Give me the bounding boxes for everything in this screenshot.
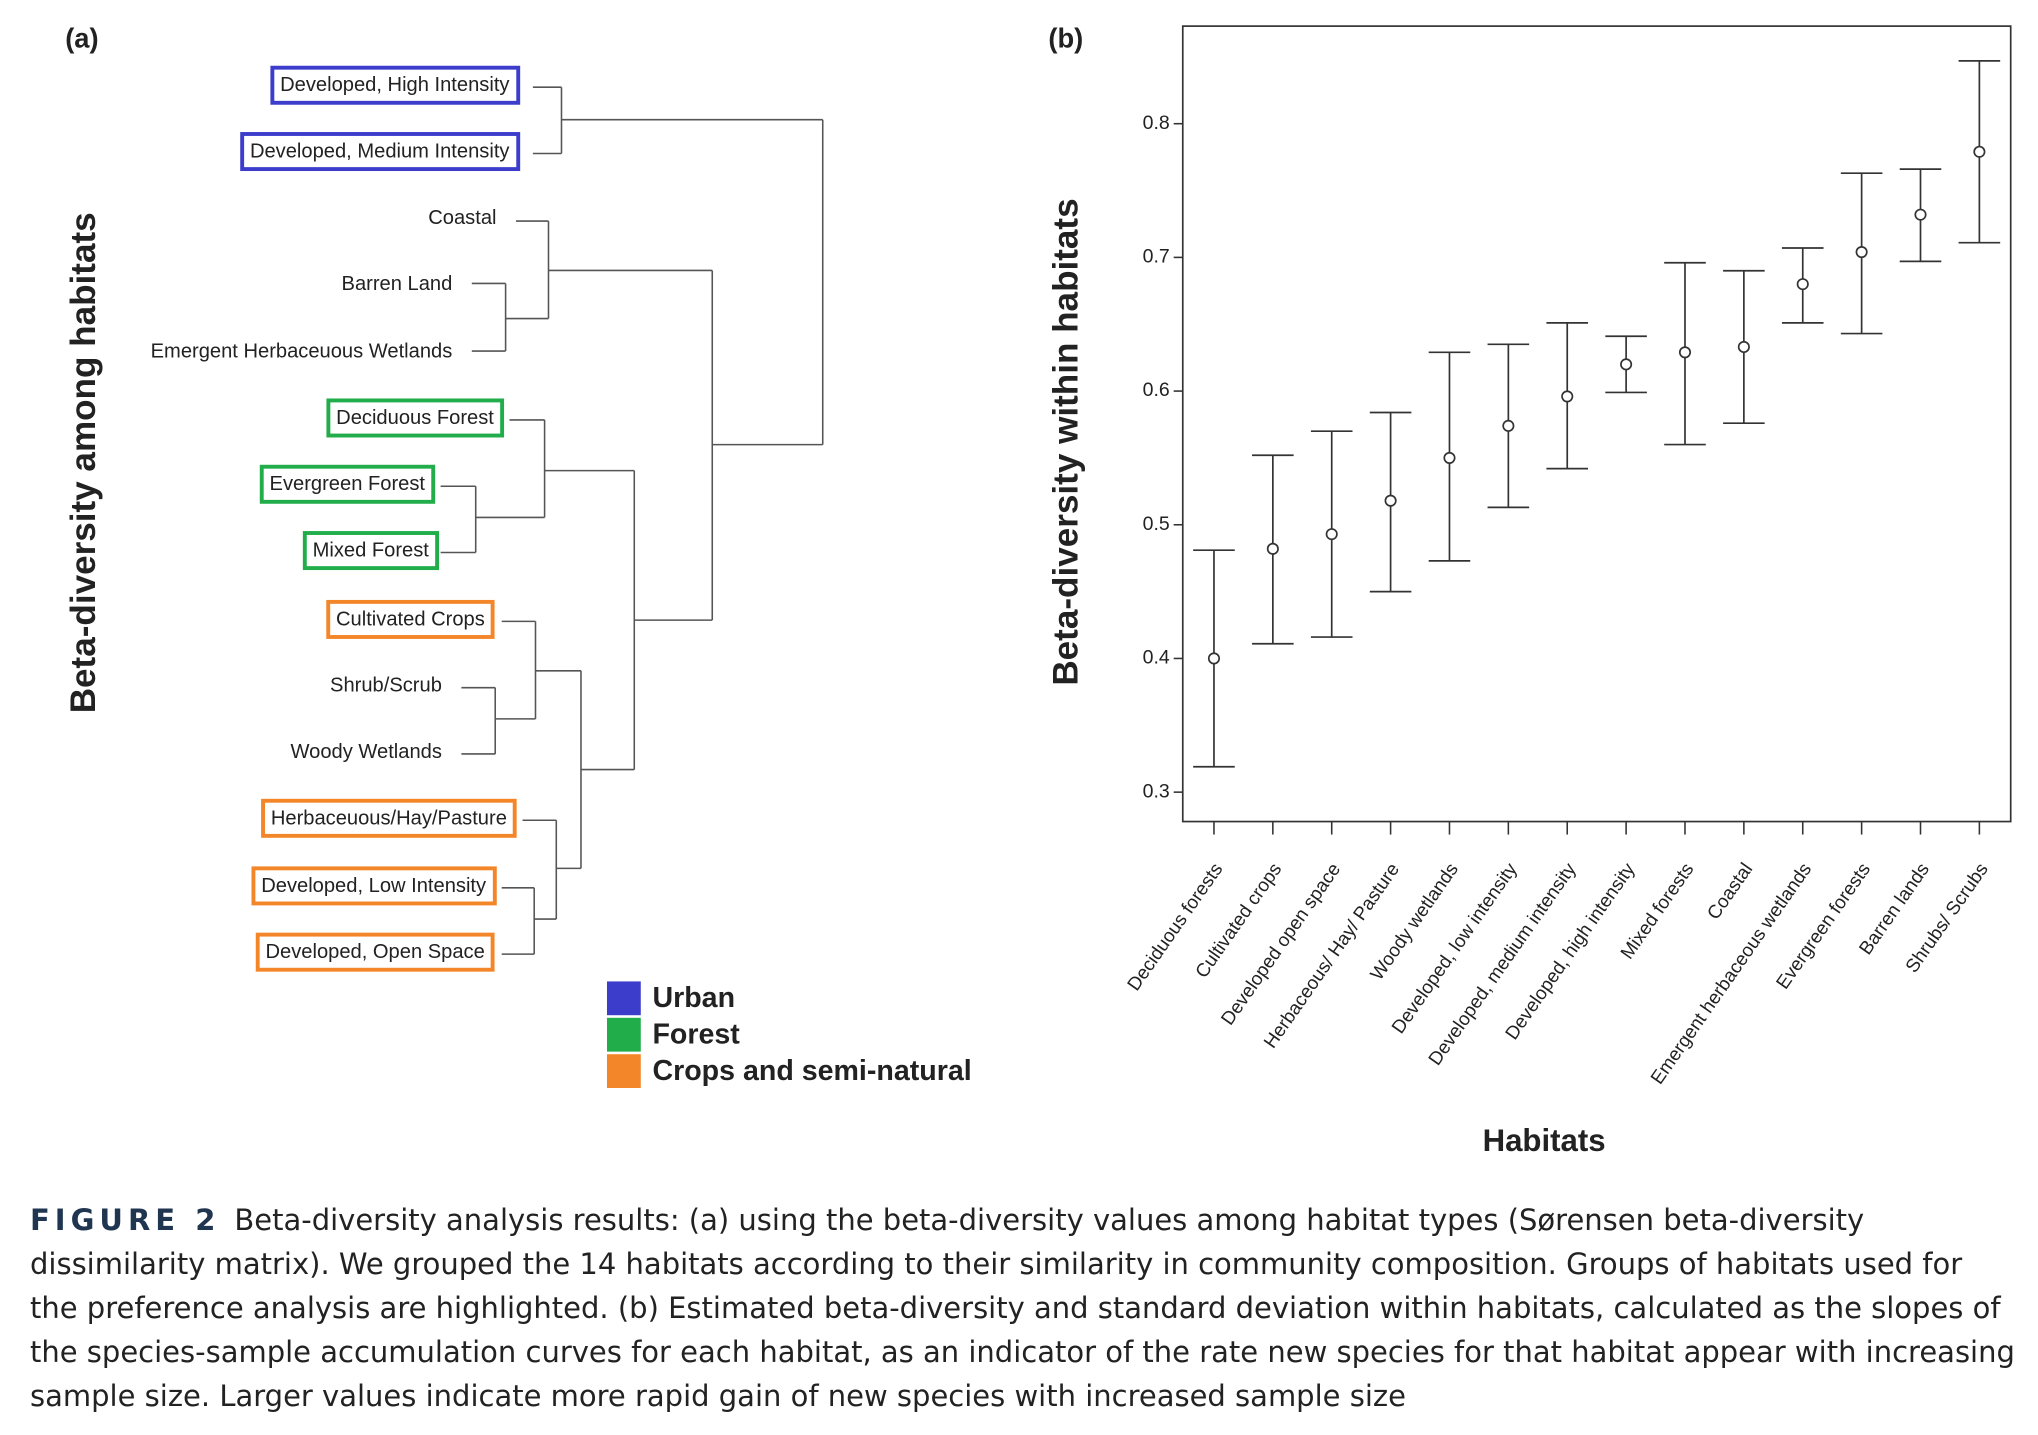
group-box <box>261 798 517 838</box>
y-axis-title: Beta-diversity within habitats <box>1047 198 1086 685</box>
mean-point <box>1620 358 1633 371</box>
caption: FIGURE 2 Beta-diversity analysis results:… <box>30 1198 2015 1418</box>
mean-point <box>1502 419 1515 432</box>
x-axis-title: Habitats <box>1483 1123 1606 1158</box>
mean-point <box>1973 145 1986 158</box>
mean-point <box>1914 208 1927 221</box>
mean-point <box>1678 346 1692 359</box>
mean-point <box>1384 494 1397 507</box>
figure: (a) Beta-diversity among habitats (b) Be… <box>64 23 2012 1158</box>
leaf-label: Mixed Forest <box>313 540 430 562</box>
mean-point <box>1737 340 1750 354</box>
y-tick-label: 0.5 <box>1143 513 1170 535</box>
x-tick-label: Coastal <box>1703 859 1757 923</box>
leaf-label: Herbaceuous/Hay/Pasture <box>271 807 507 829</box>
group-box <box>251 866 497 906</box>
y-tick-label: 0.7 <box>1143 246 1170 268</box>
axis-title: Beta-diversity among habitats <box>64 212 103 713</box>
leaf-label: Deciduous Forest <box>336 407 494 429</box>
group-box <box>240 132 521 172</box>
group-box <box>259 464 436 504</box>
leaf-label: Woody Wetlands <box>291 741 442 763</box>
mean-point <box>1443 451 1456 464</box>
group-box <box>326 599 495 639</box>
dendrogram-branches <box>440 86 824 955</box>
leaf-label: Developed, Open Space <box>266 941 485 963</box>
legend-swatch <box>606 1017 641 1052</box>
mean-point <box>1561 390 1574 403</box>
leaf-label: Emergent Herbaceuous Wetlands <box>151 341 453 363</box>
group-box <box>255 932 495 972</box>
legend-label: Forest <box>652 1019 740 1051</box>
legend-label: Crops and semi-natural <box>652 1055 971 1087</box>
leaf-label: Developed, Low Intensity <box>261 875 487 897</box>
mean-point <box>1796 278 1809 291</box>
mean-point <box>1207 652 1221 665</box>
leaf-label: Evergreen Forest <box>270 473 426 495</box>
group-box <box>270 65 521 105</box>
mean-point <box>1266 542 1279 555</box>
y-tick-label: 0.6 <box>1143 379 1170 401</box>
legend-swatch <box>606 1054 641 1089</box>
leaf-label: Developed, High Intensity <box>280 74 510 96</box>
mean-point <box>1855 245 1868 259</box>
legend-swatch <box>606 981 641 1016</box>
y-tick-label: 0.4 <box>1143 647 1170 669</box>
plot-frame <box>1181 25 2012 823</box>
leaf-label: Barren Land <box>342 273 453 295</box>
panel-label: (a) <box>65 23 98 54</box>
caption-text: Beta-diversity analysis results: (a) usi… <box>30 1203 2015 1413</box>
legend-label: Urban <box>652 982 735 1014</box>
y-tick-label: 0.3 <box>1143 780 1170 802</box>
group-box <box>302 531 440 571</box>
leaf-label: Cultivated Crops <box>336 608 485 630</box>
leaf-label: Developed, Medium Intensity <box>250 140 510 162</box>
group-box <box>326 398 505 438</box>
leaf-label: Coastal <box>428 207 496 229</box>
mean-point <box>1325 528 1338 541</box>
y-tick-label: 0.8 <box>1143 112 1170 134</box>
leaf-label: Shrub/Scrub <box>330 675 442 697</box>
panel-label: (b) <box>1048 23 1083 54</box>
caption-label: FIGURE 2 <box>30 1203 221 1237</box>
